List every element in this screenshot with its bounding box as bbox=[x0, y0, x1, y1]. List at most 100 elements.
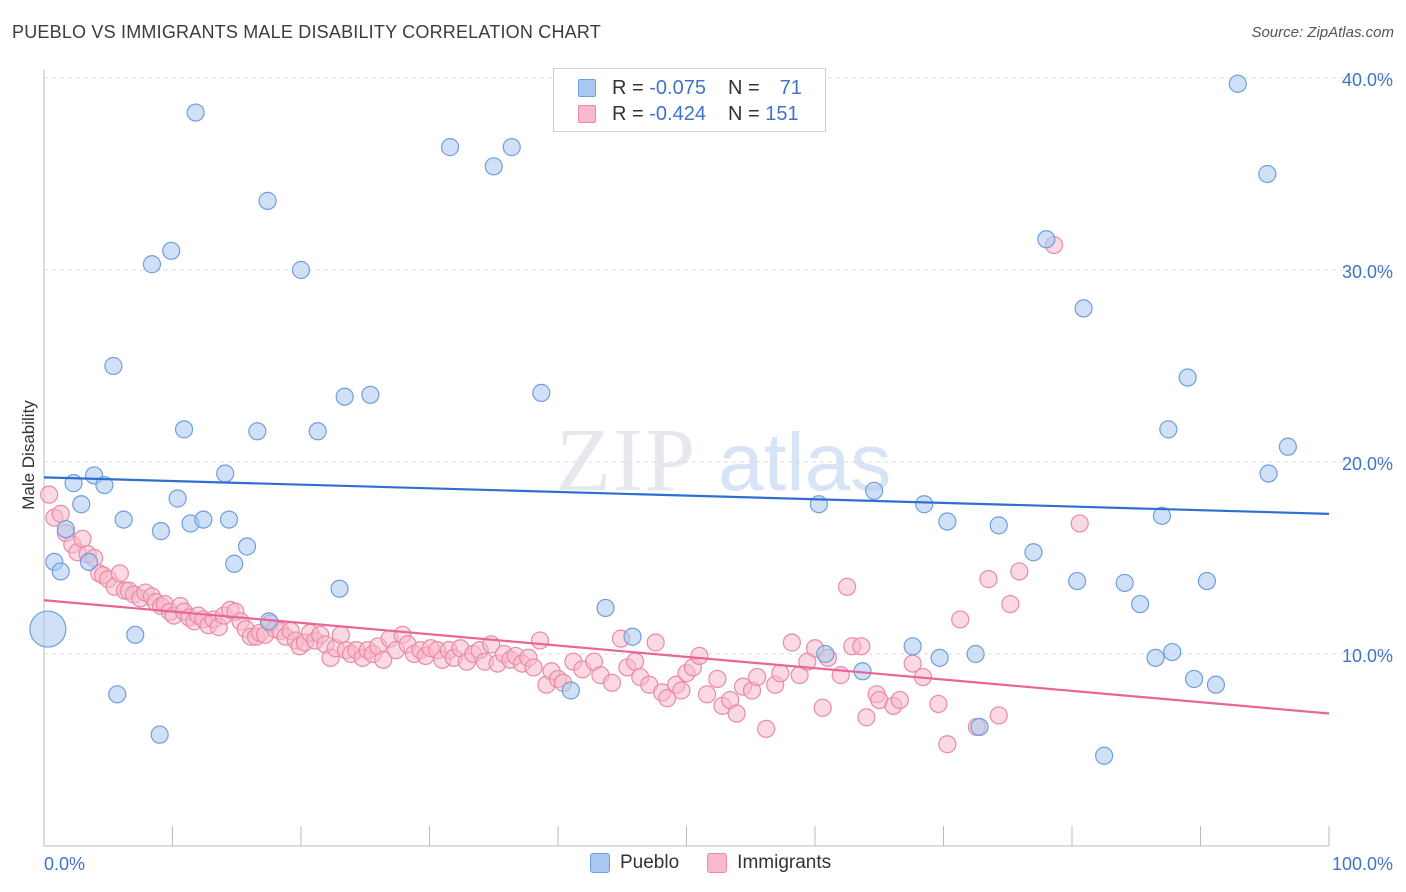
data-point bbox=[748, 667, 767, 687]
data-point bbox=[162, 241, 181, 260]
data-point bbox=[708, 669, 727, 689]
data-point bbox=[798, 652, 817, 671]
data-point bbox=[374, 650, 393, 669]
data-point bbox=[484, 157, 503, 176]
stats-legend: R = -0.075 N = 71 R = -0.424 N = 151 bbox=[553, 68, 826, 132]
trend-lines bbox=[43, 476, 1330, 715]
data-point bbox=[771, 664, 790, 683]
y-axis-label: Male Disability bbox=[19, 400, 38, 510]
data-point bbox=[813, 698, 832, 717]
data-point bbox=[625, 652, 645, 671]
data-point bbox=[915, 495, 934, 514]
immigrants-legend-label: Immigrants bbox=[737, 852, 832, 873]
data-point bbox=[1159, 420, 1178, 439]
data-point bbox=[51, 562, 70, 581]
data-point bbox=[1197, 571, 1217, 591]
data-point bbox=[938, 735, 957, 754]
data-point bbox=[1024, 543, 1043, 562]
legend-n-label: N = bbox=[727, 76, 760, 99]
data-point bbox=[1074, 299, 1093, 318]
x-tick-label-max: 100.0% bbox=[1332, 854, 1393, 874]
y-tick-label: 40.0% bbox=[1342, 70, 1393, 90]
legend-r-label: R = bbox=[612, 102, 644, 125]
data-point bbox=[291, 260, 311, 280]
data-point bbox=[1068, 571, 1087, 591]
chart-title: PUEBLO VS IMMIGRANTS MALE DISABILITY COR… bbox=[12, 22, 601, 42]
data-point bbox=[865, 481, 884, 500]
data-point bbox=[56, 520, 75, 539]
data-point bbox=[757, 719, 776, 738]
grid-lines bbox=[44, 77, 1393, 655]
data-point bbox=[903, 637, 922, 656]
data-point bbox=[258, 191, 277, 210]
data-point bbox=[1228, 74, 1247, 93]
legend-r-value: -0.424 bbox=[649, 102, 706, 125]
legend-n-label: N = bbox=[727, 102, 760, 125]
immigrants-trend-line bbox=[43, 599, 1330, 715]
data-point bbox=[1152, 506, 1172, 525]
data-point bbox=[1010, 562, 1029, 581]
data-point bbox=[951, 610, 970, 629]
legend-item-immigrants[interactable]: Immigrants bbox=[707, 852, 831, 874]
data-point bbox=[672, 681, 691, 700]
data-point bbox=[194, 510, 213, 529]
data-point bbox=[335, 387, 354, 406]
data-point bbox=[782, 633, 801, 652]
data-point bbox=[1184, 669, 1204, 689]
data-point bbox=[890, 690, 909, 710]
data-point bbox=[658, 689, 677, 708]
y-tick-labels: 10.0% 20.0% 30.0% 40.0% bbox=[1342, 70, 1393, 666]
data-point bbox=[237, 537, 257, 556]
data-point bbox=[1258, 164, 1277, 184]
pueblo-swatch bbox=[578, 79, 596, 97]
data-point bbox=[95, 475, 114, 495]
data-point bbox=[174, 420, 194, 439]
series-legend: Pueblo Immigrants bbox=[590, 852, 859, 874]
data-point bbox=[186, 103, 205, 122]
data-point bbox=[930, 648, 949, 667]
data-point bbox=[838, 577, 857, 596]
data-point bbox=[1146, 648, 1165, 667]
y-tick-label: 10.0% bbox=[1342, 646, 1393, 666]
legend-n-value: 151 bbox=[765, 102, 799, 125]
data-point bbox=[330, 579, 349, 598]
data-point bbox=[929, 694, 948, 714]
data-point bbox=[1278, 437, 1297, 456]
legend-row-pueblo: R = -0.075 N = 71 bbox=[578, 75, 802, 101]
data-point bbox=[219, 510, 239, 529]
data-point bbox=[502, 138, 521, 157]
legend-row-immigrants: R = -0.424 N = 151 bbox=[578, 101, 799, 127]
immigrants-swatch bbox=[578, 105, 596, 123]
legend-n-value: 71 bbox=[779, 76, 802, 99]
pueblo-trend-line bbox=[43, 476, 1330, 515]
data-point bbox=[1206, 675, 1226, 694]
data-point bbox=[216, 464, 235, 483]
watermark: ZIP atlas bbox=[556, 411, 891, 510]
data-point bbox=[126, 625, 145, 644]
data-point bbox=[248, 422, 267, 441]
legend-r-value: -0.075 bbox=[649, 76, 706, 99]
data-point bbox=[331, 625, 350, 644]
data-point bbox=[1163, 642, 1182, 662]
data-point bbox=[108, 685, 127, 704]
data-point bbox=[72, 495, 91, 514]
data-point bbox=[1037, 230, 1056, 249]
watermark-atlas: atlas bbox=[718, 417, 891, 508]
data-point bbox=[623, 627, 642, 646]
data-point bbox=[596, 598, 615, 618]
legend-item-pueblo[interactable]: Pueblo bbox=[590, 852, 679, 874]
data-point bbox=[1070, 514, 1089, 533]
data-point bbox=[966, 644, 985, 664]
data-point bbox=[110, 564, 129, 583]
data-point bbox=[114, 510, 133, 529]
legend-r-label: R = bbox=[612, 76, 644, 99]
data-point bbox=[646, 633, 665, 652]
data-point bbox=[308, 422, 327, 441]
data-point bbox=[40, 485, 59, 504]
data-point bbox=[979, 570, 998, 589]
data-point bbox=[440, 138, 460, 157]
data-point bbox=[1178, 368, 1197, 387]
y-tick-label: 30.0% bbox=[1342, 262, 1393, 282]
pueblo-legend-swatch bbox=[590, 853, 610, 873]
y-tick-label: 20.0% bbox=[1342, 454, 1393, 474]
